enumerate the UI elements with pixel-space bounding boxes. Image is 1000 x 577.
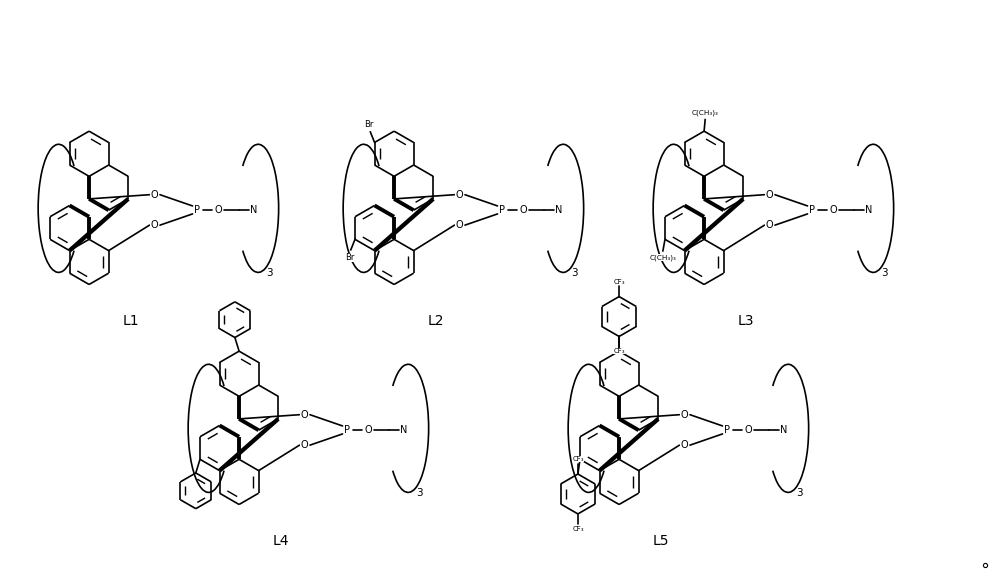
Text: P: P	[809, 205, 815, 215]
Text: O: O	[364, 425, 372, 435]
Text: CF₃: CF₃	[572, 526, 584, 531]
Text: O: O	[214, 205, 222, 215]
Text: C(CH₃)₃: C(CH₃)₃	[649, 254, 676, 261]
Text: O: O	[680, 440, 688, 450]
Text: O: O	[744, 425, 752, 435]
Text: O: O	[765, 220, 773, 230]
Text: P: P	[194, 205, 200, 215]
Text: CF₃: CF₃	[613, 348, 625, 354]
Text: O: O	[519, 205, 527, 215]
Text: Br: Br	[365, 120, 374, 129]
Text: O: O	[829, 205, 837, 215]
Text: L3: L3	[738, 314, 754, 328]
Text: O: O	[455, 190, 463, 200]
Text: N: N	[780, 425, 788, 435]
Text: 3: 3	[797, 488, 803, 499]
Text: C(CH₃)₃: C(CH₃)₃	[692, 110, 719, 116]
Text: O: O	[300, 440, 308, 450]
Text: 3: 3	[267, 268, 273, 278]
Text: L5: L5	[653, 534, 669, 548]
Text: L1: L1	[123, 314, 139, 328]
Text: O: O	[455, 220, 463, 230]
Text: N: N	[250, 205, 258, 215]
Text: 3: 3	[417, 488, 423, 499]
Text: N: N	[400, 425, 408, 435]
Text: CF₃: CF₃	[572, 456, 584, 462]
Text: Br: Br	[345, 253, 354, 262]
Text: N: N	[865, 205, 873, 215]
Text: P: P	[724, 425, 730, 435]
Text: 3: 3	[572, 268, 578, 278]
Text: O: O	[680, 410, 688, 419]
Text: P: P	[499, 205, 505, 215]
Text: CF₃: CF₃	[613, 279, 625, 285]
Text: L4: L4	[273, 534, 289, 548]
Text: O: O	[150, 220, 158, 230]
Text: O: O	[150, 190, 158, 200]
Text: P: P	[344, 425, 350, 435]
Text: O: O	[765, 190, 773, 200]
Text: O: O	[300, 410, 308, 419]
Text: 3: 3	[882, 268, 888, 278]
Text: N: N	[555, 205, 563, 215]
Text: L2: L2	[428, 314, 444, 328]
